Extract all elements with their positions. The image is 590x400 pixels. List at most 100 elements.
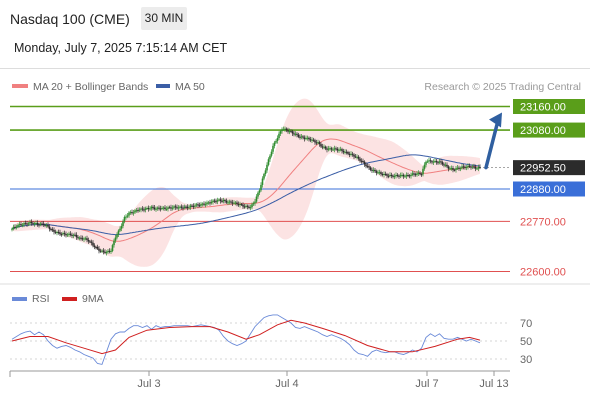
candle-body — [381, 173, 384, 175]
candle-body — [314, 140, 316, 143]
candle-body — [306, 137, 309, 139]
candle-body — [461, 166, 463, 169]
candle-body — [440, 161, 442, 163]
candle-body — [356, 156, 358, 158]
candle-body — [428, 160, 430, 162]
candle-body — [30, 222, 33, 224]
candle-body — [282, 129, 285, 131]
instrument-title: Nasdaq 100 (CME) — [10, 11, 130, 27]
candle-body — [326, 148, 328, 150]
candle-body — [95, 246, 97, 248]
candle-body — [57, 232, 60, 234]
candle-body — [402, 174, 405, 177]
candle-body — [216, 200, 219, 202]
candle-body — [174, 206, 177, 208]
candle-body — [260, 184, 262, 191]
candle-body — [212, 200, 214, 202]
rsi-line — [11, 314, 481, 365]
candle-body — [116, 234, 118, 238]
candle-body — [26, 223, 28, 225]
rsi-legend-swatch — [12, 297, 27, 301]
candle-body — [353, 154, 355, 157]
candle-body — [134, 210, 136, 213]
candle-body — [45, 224, 48, 226]
candle-body — [78, 237, 81, 239]
candle-body — [363, 161, 366, 165]
bb-legend-swatch — [12, 84, 28, 88]
candle-body — [312, 139, 315, 141]
candle-body — [96, 247, 99, 249]
candle-body — [332, 149, 334, 151]
candle-body — [471, 166, 474, 168]
candle-body — [75, 234, 78, 238]
candle-body — [98, 248, 100, 251]
candle-body — [11, 228, 13, 230]
candle-body — [83, 238, 85, 240]
candle-body — [188, 207, 190, 209]
x-tick-label: Jul 13 — [479, 378, 508, 390]
candle-body — [359, 158, 361, 161]
candle-body — [242, 204, 244, 207]
candle-body — [200, 204, 202, 206]
candle-body — [158, 207, 160, 209]
candle-body — [53, 230, 55, 232]
candle-body — [44, 224, 46, 226]
candle-body — [29, 222, 31, 224]
candle-body — [243, 206, 246, 208]
candle-body — [189, 205, 192, 208]
candle-body — [27, 223, 30, 225]
bb-legend-label: MA 20 + Bollinger Bands — [33, 81, 148, 93]
candle-body — [476, 168, 478, 170]
candle-body — [422, 168, 424, 175]
candle-body — [152, 206, 154, 208]
candle-body — [278, 133, 280, 139]
candle-body — [126, 215, 129, 217]
ma50-line — [11, 154, 481, 236]
candle-body — [417, 172, 420, 174]
candle-body — [162, 207, 165, 209]
candle-body — [137, 210, 139, 212]
candle-body — [132, 212, 135, 214]
candle-body — [354, 156, 357, 158]
candle-body — [438, 161, 441, 163]
candle-body — [225, 200, 228, 203]
candle-body — [14, 226, 16, 228]
candle-body — [323, 146, 325, 148]
candle-body — [183, 206, 186, 209]
candle-body — [35, 222, 37, 224]
candle-body — [254, 201, 256, 204]
candle-body — [204, 204, 207, 206]
candle-body — [41, 223, 43, 225]
candle-body — [429, 160, 432, 162]
candle-body — [59, 232, 61, 235]
timeframe-selector[interactable]: 30 MIN — [141, 7, 187, 30]
candle-body — [69, 233, 72, 235]
level-label-box — [513, 122, 585, 138]
candle-body — [341, 149, 343, 151]
candle-body — [329, 148, 331, 150]
candle-body — [392, 175, 394, 177]
candle-body — [455, 168, 457, 170]
candle-body — [255, 196, 258, 202]
candle-body — [42, 223, 45, 225]
candle-body — [390, 174, 393, 176]
candle-body — [291, 131, 294, 134]
candle-body — [339, 149, 342, 151]
candle-body — [231, 202, 234, 204]
candle-body — [71, 234, 73, 236]
candle-body — [407, 175, 409, 177]
candle-body — [470, 166, 472, 168]
candle-body — [357, 156, 360, 159]
candle-body — [446, 164, 448, 167]
candle-body — [233, 202, 235, 204]
candle-body — [450, 168, 453, 170]
candle-body — [324, 146, 327, 149]
candle-body — [234, 202, 237, 204]
candle-body — [140, 208, 142, 210]
candle-body — [387, 175, 390, 177]
candle-body — [206, 202, 208, 205]
candle-body — [87, 240, 90, 242]
ma50-legend-swatch — [156, 84, 170, 88]
candle-body — [66, 234, 69, 236]
